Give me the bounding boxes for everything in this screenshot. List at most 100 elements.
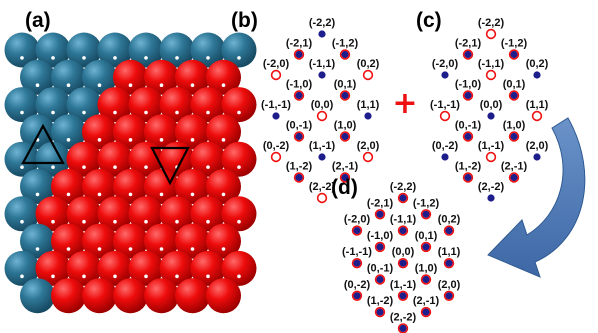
blue-sphere — [35, 87, 71, 123]
blue-sphere — [51, 114, 86, 150]
spot-index-label: (1,-2) — [367, 295, 394, 307]
red-sphere — [82, 278, 117, 314]
spot-both: (0,-1) — [367, 263, 394, 285]
red-sphere — [82, 114, 117, 150]
spot-both: (0,2) — [438, 214, 461, 236]
spot-index-label: (-2,1) — [455, 38, 482, 50]
spot-index-label: (-1,2) — [332, 38, 359, 50]
red-sphere — [144, 278, 179, 314]
interstitial-dot — [237, 56, 241, 60]
blue-sphere — [66, 87, 102, 123]
interstitial-dot — [113, 110, 117, 115]
panel-label-a: (a) — [25, 9, 51, 32]
spot-index-label: (1,-1) — [309, 140, 336, 152]
red-sphere — [128, 141, 164, 177]
spot-index-label: (0,0) — [392, 246, 415, 258]
spot-red: (2,-2) — [309, 181, 335, 204]
spot-index-label: (1,-1) — [390, 279, 417, 291]
red-sphere — [35, 196, 71, 232]
spot-index-label: (0,0) — [480, 99, 503, 111]
interstitial-dot — [20, 274, 24, 279]
spot-both: (1,-2) — [455, 161, 482, 183]
blue-sphere — [4, 250, 40, 286]
red-sphere — [190, 141, 226, 177]
spot-blue: (2,0) — [526, 140, 549, 161]
spot-both: (1,0) — [334, 120, 357, 142]
blue-sphere — [190, 32, 226, 68]
interstitial-dot — [82, 56, 86, 60]
interstitial-dot — [144, 56, 148, 60]
interstitial-dot — [237, 219, 241, 224]
spot-blue: (-2,0) — [432, 58, 459, 79]
interstitial-dot — [159, 83, 164, 88]
spot-index-label: (-2,2) — [390, 181, 417, 193]
spot-index-label: (1,1) — [438, 246, 461, 258]
red-sphere — [82, 169, 117, 204]
red-sphere — [175, 59, 210, 95]
red-sphere — [113, 169, 148, 204]
red-sphere — [97, 196, 133, 232]
spot-blue: (1,1) — [357, 99, 380, 120]
spot-index-label: (-1,0) — [367, 230, 394, 242]
panel-d-spot-pattern: (d) (-2,2)(-2,1) (-1,2)(-2,0) (-1,1) (0,2)(… — [331, 176, 461, 333]
spot-index-label: (0,-1) — [367, 263, 394, 275]
interstitial-dot — [128, 138, 133, 142]
spot-both: (0,1) — [415, 230, 438, 253]
interstitial-dot — [144, 110, 148, 115]
interstitial-dot — [206, 56, 210, 60]
interstitial-dot — [175, 110, 179, 115]
interstitial-dot — [82, 274, 86, 279]
spot-index-label: (-2,1) — [367, 197, 394, 209]
spot-both: (0,-2) — [344, 279, 370, 301]
red-sphere — [113, 223, 148, 259]
spot-index-label: (-2,0) — [432, 58, 459, 70]
spot-index-label: (-2,0) — [344, 214, 371, 226]
spot-index-label: (0,-1) — [286, 120, 313, 132]
interstitial-dot — [175, 274, 179, 279]
spot-index-label: (1,-2) — [455, 161, 482, 173]
spot-both: (1,1) — [438, 246, 461, 269]
spot-index-label: (1,0) — [503, 120, 526, 132]
spot-both: (0,0) — [392, 246, 415, 269]
interstitial-dot — [237, 274, 241, 279]
triangle-up-marker — [21, 123, 65, 165]
red-sphere — [97, 87, 133, 123]
spots-c: (-2,2) (-2,1) (-1,2) (-2,0) (-1,1) (0,2) (-1,0… — [430, 17, 549, 202]
blue-sphere — [221, 32, 257, 68]
red-sphere — [113, 59, 148, 95]
interstitial-dot — [113, 165, 117, 169]
interstitial-dot — [128, 192, 133, 197]
spot-index-label: (-1,1) — [309, 58, 336, 70]
interstitial-dot — [206, 165, 210, 169]
red-sphere — [144, 169, 179, 204]
blue-sphere — [20, 278, 55, 314]
spot-red: (-1,1) — [478, 58, 504, 81]
panel-a-lattice: (a) — [4, 9, 257, 314]
spot-index-label: (0,2) — [526, 58, 549, 70]
spot-blue: (-2,2) — [309, 17, 335, 38]
interstitial-dot — [237, 110, 241, 115]
spot-blue: (-1,1) — [309, 58, 336, 79]
spot-both: (-2,1) — [286, 38, 312, 60]
spot-index-label: (2,0) — [526, 140, 549, 152]
blue-sphere — [97, 32, 133, 68]
interstitial-dot — [190, 247, 195, 251]
spot-index-label: (1,-2) — [286, 161, 313, 173]
spot-index-label: (-1,2) — [413, 197, 440, 209]
blue-sphere — [4, 32, 40, 68]
interstitial-dot — [51, 219, 55, 224]
spot-red: (-2,0) — [263, 58, 289, 81]
spot-index-label: (2,-1) — [332, 161, 359, 173]
red-sphere — [221, 196, 257, 232]
interstitial-dot — [20, 219, 24, 224]
spot-both: (2,-1) — [501, 161, 527, 183]
blue-sphere — [4, 87, 40, 123]
spot-red: (1,1) — [526, 99, 549, 122]
blue-sphere — [20, 223, 55, 259]
interstitial-dot — [190, 83, 195, 88]
spot-index-label: (-1,-1) — [342, 246, 372, 258]
blue-sphere — [20, 114, 55, 150]
spot-both: (-1,0) — [286, 79, 312, 101]
red-sphere — [128, 250, 164, 286]
red-sphere — [175, 278, 210, 314]
